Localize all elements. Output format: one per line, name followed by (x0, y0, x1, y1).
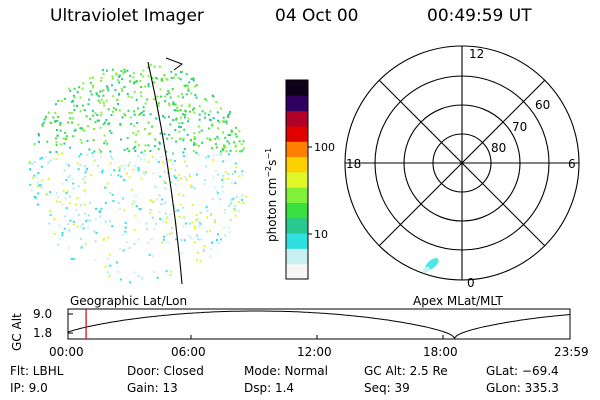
polar-projection-label: Apex MLat/MLT (413, 294, 503, 308)
colorbar-tick-label-100: 100 (314, 141, 335, 154)
gain-info: Gain: 13 (127, 381, 178, 395)
uvi-image-disk (27, 57, 249, 285)
altitude-xtick-1800: 18:00 (423, 345, 458, 359)
colorbar-tick-label-10: 10 (314, 228, 328, 241)
colorbar-cell (286, 125, 308, 142)
altitude-ylabel: GC Alt (10, 313, 24, 351)
mlt-label-18: 18 (346, 157, 362, 171)
mlat-label-70: 70 (512, 120, 528, 134)
colorbar-cell (286, 187, 308, 203)
altitude-xtick-2359: 23:59 (554, 345, 589, 359)
polar-plot (344, 45, 580, 281)
image-projection-label: Geographic Lat/Lon (70, 294, 188, 308)
colorbar-unit-label: photon cm−2s−1 (264, 147, 279, 242)
mlt-label-12: 12 (469, 47, 485, 61)
altitude-xtick-0000: 00:00 (49, 345, 84, 359)
seq-info: Seq: 39 (364, 381, 410, 395)
door-info: Door: Closed (127, 364, 204, 378)
altitude-plot (67, 308, 571, 340)
colorbar-cell (286, 217, 308, 234)
mlt-label-0: 0 (467, 276, 475, 290)
time-label: 00:49:59 UT (427, 6, 532, 26)
colorbar-cell (286, 202, 308, 219)
mode-info: Mode: Normal (244, 364, 328, 378)
filter-info: Flt: LBHL (10, 364, 64, 378)
limb-marker (165, 57, 184, 71)
terminator-line (147, 61, 183, 285)
altitude-curve (67, 310, 571, 339)
gc-alt-info: GC Alt: 2.5 Re (364, 364, 448, 378)
colorbar-cell (286, 95, 308, 112)
altitude-xtick-0600: 06:00 (171, 345, 206, 359)
dsp-info: Dsp: 1.4 (244, 381, 295, 395)
polar-emission-patch (422, 258, 439, 274)
altitude-ytick-1-8: 1.8 (33, 326, 53, 340)
colorbar-cell (286, 141, 308, 158)
colorbar-scale (286, 80, 308, 280)
instrument-title: Ultraviolet Imager (50, 6, 204, 26)
colorbar-cell (286, 80, 308, 96)
glat-info: GLat: −69.4 (486, 364, 559, 378)
colorbar-cell (286, 171, 308, 188)
altitude-ytick-9: 9.0 (33, 307, 53, 321)
auroral-emission-pixels (28, 63, 248, 284)
colorbar-cell (286, 248, 308, 265)
mlat-label-60: 60 (535, 98, 551, 112)
mlat-label-80: 80 (491, 141, 507, 155)
colorbar-cell (286, 156, 308, 173)
colorbar-cell (286, 263, 308, 280)
glon-info: GLon: 335.3 (486, 381, 559, 395)
colorbar-cell (286, 110, 308, 127)
date-label: 04 Oct 00 (275, 6, 359, 26)
mlt-label-6: 6 (568, 157, 576, 171)
ip-info: IP: 9.0 (10, 381, 48, 395)
colorbar (285, 79, 312, 280)
altitude-xtick-1200: 12:00 (297, 345, 332, 359)
polar-diagonal-2 (378, 79, 546, 247)
colorbar-cell (286, 233, 308, 249)
